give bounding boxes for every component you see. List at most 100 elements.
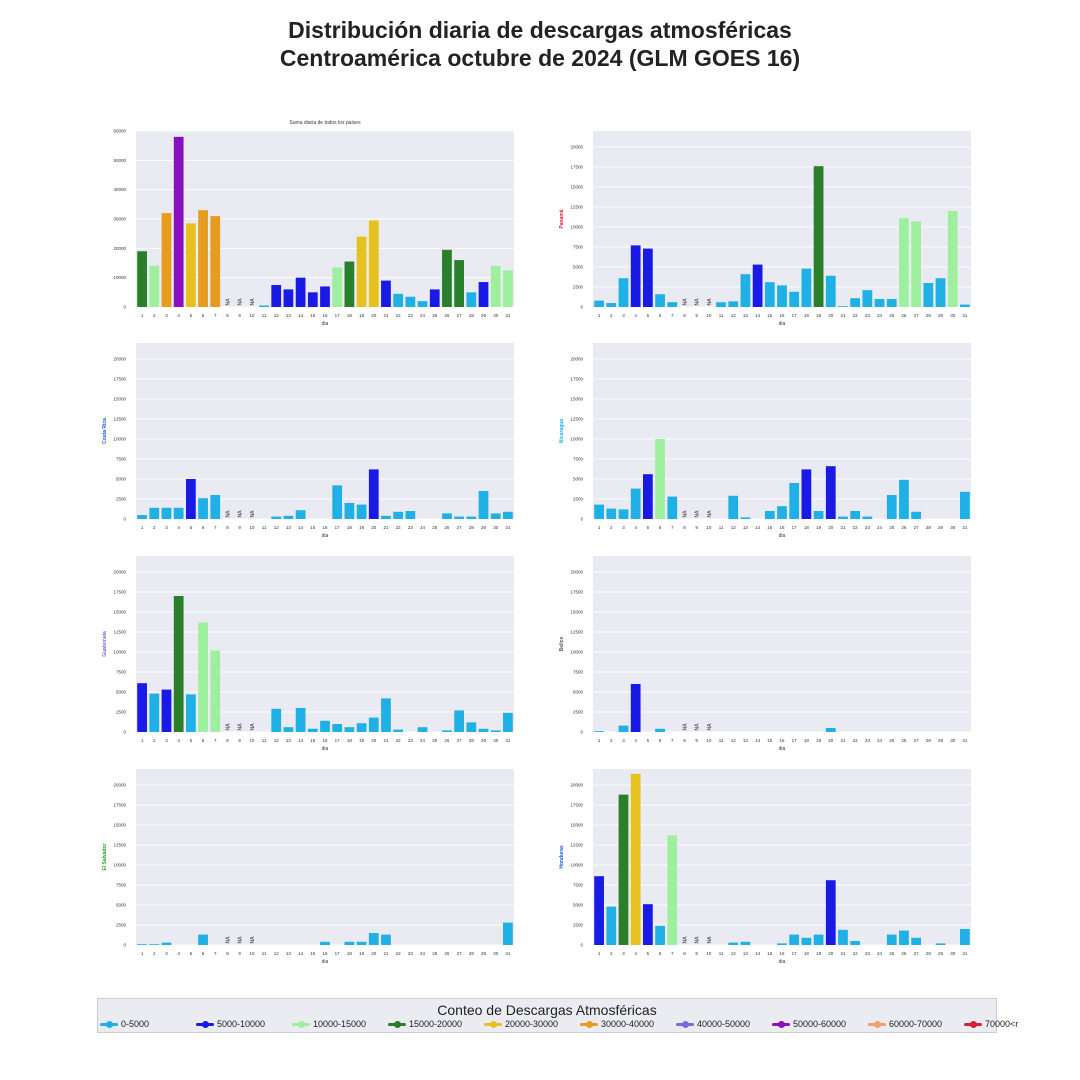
- legend-marker: [682, 1021, 689, 1029]
- y-tick-label: 2500: [573, 285, 584, 290]
- x-tick-label: 22: [853, 951, 859, 956]
- x-tick-label: 19: [359, 738, 365, 743]
- y-tick-label: 2500: [573, 710, 584, 715]
- bar: [332, 724, 343, 732]
- x-tick-label: 3: [622, 738, 625, 743]
- na-label: NA: [238, 510, 244, 518]
- bar: [825, 466, 836, 519]
- bar: [801, 937, 812, 945]
- subplot-title: Suma diaria de todos los países: [289, 120, 361, 126]
- legend-swatch: [964, 1021, 982, 1029]
- bar: [618, 725, 629, 732]
- y-tick-label: 17500: [570, 377, 583, 382]
- x-axis-label: dia: [779, 746, 786, 752]
- bar: [344, 261, 355, 307]
- x-tick-label: 31: [962, 951, 968, 956]
- legend-swatch: [772, 1021, 790, 1029]
- bar: [368, 220, 379, 307]
- y-tick-label: 17500: [113, 803, 126, 808]
- x-tick-label: 3: [622, 313, 625, 318]
- x-axis-label: dia: [779, 959, 786, 965]
- legend-item: 70000<r: [964, 1019, 1018, 1031]
- x-tick-label: 30: [493, 738, 499, 743]
- x-tick-label: 20: [371, 313, 377, 318]
- bar: [356, 941, 367, 945]
- bar: [198, 210, 208, 307]
- bar: [667, 302, 678, 307]
- plot-area: [136, 769, 514, 945]
- y-axis-label: Costa Rica: [102, 418, 108, 444]
- bar: [161, 942, 172, 945]
- y-tick-label: 20000: [113, 246, 126, 251]
- bar: [716, 302, 726, 307]
- x-tick-label: 5: [190, 951, 193, 956]
- bar: [295, 277, 306, 307]
- x-tick-label: 20: [371, 951, 377, 956]
- y-tick-label: 2500: [116, 923, 127, 928]
- x-tick-label: 29: [938, 525, 944, 530]
- legend-title: Conteo de Descargas Atmosféricas: [437, 1002, 657, 1018]
- y-tick-label: 17500: [113, 590, 126, 595]
- bar: [173, 596, 184, 732]
- na-label: NA: [695, 298, 701, 306]
- x-tick-label: 14: [298, 738, 304, 743]
- x-tick-label: 10: [706, 951, 712, 956]
- x-tick-label: 19: [816, 313, 822, 318]
- bar: [356, 236, 367, 307]
- x-tick-label: 18: [804, 525, 810, 530]
- x-tick-label: 7: [671, 951, 674, 956]
- x-tick-label: 30: [950, 951, 956, 956]
- legend-marker: [970, 1021, 977, 1029]
- x-tick-label: 4: [634, 313, 637, 318]
- bar: [454, 710, 465, 732]
- x-tick-label: 25: [889, 951, 895, 956]
- y-tick-label: 12500: [570, 417, 583, 422]
- legend-swatch: [580, 1021, 598, 1029]
- x-tick-label: 25: [889, 525, 895, 530]
- na-label: NA: [250, 723, 256, 731]
- x-tick-label: 10: [249, 738, 255, 743]
- x-tick-label: 11: [719, 738, 724, 743]
- y-tick-label: 10000: [113, 275, 126, 280]
- x-tick-label: 25: [432, 525, 438, 530]
- x-tick-label: 10: [249, 313, 255, 318]
- bar: [899, 930, 909, 945]
- x-tick-label: 3: [622, 951, 625, 956]
- x-tick-label: 23: [408, 525, 414, 530]
- x-tick-label: 8: [226, 738, 229, 743]
- bar: [344, 503, 355, 519]
- bar: [137, 683, 147, 732]
- bar: [429, 289, 440, 307]
- x-tick-label: 5: [190, 738, 193, 743]
- x-tick-label: 12: [731, 313, 737, 318]
- x-tick-label: 25: [432, 951, 438, 956]
- bar: [838, 306, 848, 307]
- x-axis-label: dia: [779, 321, 786, 327]
- bar: [137, 515, 147, 519]
- na-label: NA: [225, 510, 231, 518]
- bar: [728, 942, 739, 945]
- y-tick-label: 20000: [113, 783, 126, 788]
- bar: [478, 491, 489, 519]
- bar: [606, 508, 617, 519]
- bar: [503, 511, 513, 519]
- x-tick-label: 27: [457, 738, 463, 743]
- x-tick-label: 6: [659, 951, 662, 956]
- bar: [728, 495, 739, 519]
- x-tick-label: 14: [298, 313, 304, 318]
- x-tick-label: 22: [853, 525, 859, 530]
- y-tick-label: 17500: [570, 803, 583, 808]
- bar: [442, 513, 452, 519]
- chart-title: Distribución diaria de descargas atmosfé…: [0, 16, 1080, 72]
- bar: [161, 689, 172, 732]
- x-tick-label: 6: [202, 738, 205, 743]
- bar: [466, 722, 477, 732]
- x-tick-label: 17: [335, 313, 341, 318]
- y-tick-label: 5000: [573, 903, 584, 908]
- y-tick-label: 20000: [113, 570, 126, 575]
- x-tick-label: 22: [396, 738, 402, 743]
- bar: [307, 292, 318, 307]
- x-tick-label: 17: [792, 738, 798, 743]
